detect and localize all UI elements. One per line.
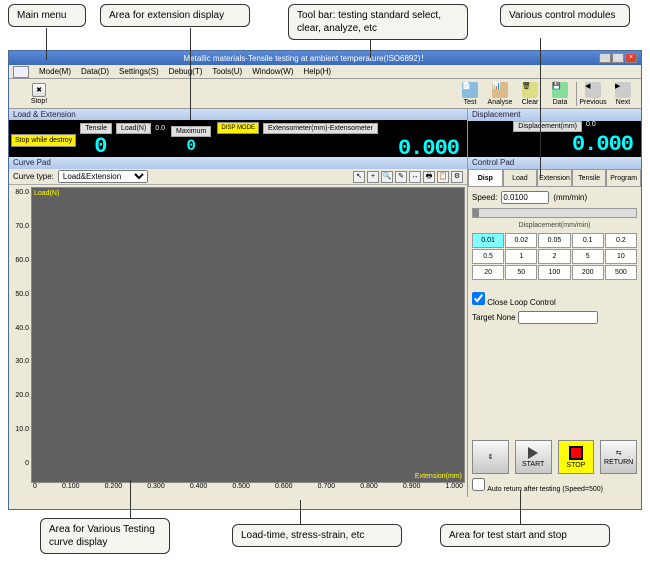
stop-button[interactable]: ✖ Stop! [9,79,69,108]
menu-settings[interactable]: Settings(S) [119,67,159,76]
speed-cell[interactable]: 20 [472,265,504,280]
edit-icon[interactable]: ✎ [395,171,407,183]
updown-icon: ⇕ [487,453,493,461]
window-close-button[interactable]: × [625,53,637,63]
tab-disp[interactable]: Disp [468,169,503,186]
return-button[interactable]: ⇆RETURN [600,440,637,474]
curve-type-select[interactable]: Load&Extension [58,170,148,183]
section-load-extension-title: Load & Extension [9,109,467,120]
plot-y-axis: 80.070.060.050.040.030.020.010.00 [9,185,31,483]
stop-destroy-chip: Stop while destroy [11,134,76,147]
control-pad: Control Pad Disp Load Extension Tensile … [467,157,641,497]
section-control-title: Control Pad [468,157,641,169]
copy-icon[interactable]: 📋 [437,171,449,183]
speed-cell[interactable]: 200 [572,265,604,280]
toolbar-data-button[interactable]: 💾Data [546,82,574,106]
menu-help[interactable]: Help(H) [304,67,332,76]
toolbar-row: ✖ Stop! 📄Test 📊Analyse 🗑Clear 💾Data ◀Pre… [9,79,641,109]
callout-main-menu: Main menu [8,4,86,27]
speed-grid: 0.01 0.02 0.05 0.1 0.2 0.5 1 2 5 10 20 5… [472,233,637,280]
load-extension-display: Stop while destroy TensileLoad(N)0.0 0 M… [9,120,467,161]
menu-tools[interactable]: Tools(U) [212,67,242,76]
control-tabs: Disp Load Extension Tensile Program [468,169,641,187]
target-input[interactable] [518,311,598,324]
dashboard-strip: Load & Extension Stop while destroy Tens… [9,109,641,157]
toolbar-test-button[interactable]: 📄Test [456,82,484,106]
speed-cell[interactable]: 0.02 [505,233,537,248]
callout-load-time: Load-time, stress-strain, etc [232,524,402,547]
start-button[interactable]: START [515,440,552,474]
stop-icon [569,446,583,460]
auto-return-checkbox[interactable]: Auto return after testing (Speed=500) [472,484,603,493]
callout-start-stop: Area for test start and stop [440,524,610,547]
toolbar-next-button[interactable]: ▶Next [609,82,637,106]
section-curve-title: Curve Pad [9,157,467,169]
callout-toolbar: Tool bar: testing standard select, clear… [288,4,468,40]
section-displacement-title: Displacement [468,109,641,121]
speed-cell[interactable]: 2 [538,249,570,264]
play-icon [528,447,538,459]
speed-cell[interactable]: 0.1 [572,233,604,248]
menu-debug[interactable]: Debug(T) [169,67,203,76]
menu-data[interactable]: Data(D) [81,67,109,76]
window-maximize-button[interactable]: □ [612,53,624,63]
updown-button[interactable]: ⇕ [472,440,509,474]
cursor-icon[interactable]: ↖ [353,171,365,183]
speed-cell[interactable]: 1 [505,249,537,264]
window-title: Metallic materials-Tensile testing at am… [13,53,599,64]
load-value: 0 [78,134,122,159]
return-icon: ⇆ [616,449,622,457]
tab-load[interactable]: Load [503,169,538,186]
main-area: Curve Pad Curve type: Load&Extension ↖ +… [9,157,641,497]
speed-cell[interactable]: 5 [572,249,604,264]
toolbar: 📄Test 📊Analyse 🗑Clear 💾Data ◀Previous ▶N… [456,79,641,108]
speed-cell[interactable]: 100 [538,265,570,280]
menubar: Mode(M) Data(D) Settings(S) Debug(T) Too… [9,65,641,79]
close-loop-checkbox[interactable]: Close Loop Control [472,298,556,307]
titlebar: Metallic materials-Tensile testing at am… [9,51,641,65]
menu-mode[interactable]: Mode(M) [39,67,71,76]
speed-cell[interactable]: 0.5 [472,249,504,264]
zoom-icon[interactable]: 🔍 [381,171,393,183]
pan-icon[interactable]: ↔ [409,171,421,183]
curve-tool-icons: ↖ + 🔍 ✎ ↔ 🖶 📋 ⚙ [353,171,463,183]
stop-icon: ✖ [32,83,46,97]
stop-test-button[interactable]: STOP [558,440,595,474]
plot-x-axis: 00.1000.2000.3000.4000.5000.6000.7000.80… [9,483,467,497]
speed-cell[interactable]: 0.01 [472,233,504,248]
window-minimize-button[interactable]: _ [599,53,611,63]
print-icon[interactable]: 🖶 [423,171,435,183]
tab-tensile[interactable]: Tensile [572,169,607,186]
speed-cell[interactable]: 10 [605,249,637,264]
settings-icon[interactable]: ⚙ [451,171,463,183]
speed-cell[interactable]: 50 [505,265,537,280]
tab-extension[interactable]: Extension [537,169,572,186]
callout-extension-area: Area for extension display [100,4,250,27]
displacement-value: 0.000 [468,132,641,157]
menu-window[interactable]: Window(W) [252,67,293,76]
plus-icon[interactable]: + [367,171,379,183]
speed-input[interactable] [501,191,549,204]
app-icon [13,66,29,78]
curve-header: Curve type: Load&Extension ↖ + 🔍 ✎ ↔ 🖶 📋… [9,169,467,185]
toolbar-previous-button[interactable]: ◀Previous [579,82,607,106]
speed-cell[interactable]: 0.05 [538,233,570,248]
curve-plot[interactable]: Load(N) Extension(mm) [31,187,465,483]
tab-program[interactable]: Program [606,169,641,186]
toolbar-analyse-button[interactable]: 📊Analyse [486,82,514,106]
callout-curve-area: Area for Various Testing curve display [40,518,170,554]
app-window: Metallic materials-Tensile testing at am… [8,50,642,510]
speed-cell[interactable]: 0.2 [605,233,637,248]
speed-slider[interactable] [472,208,637,218]
callout-modules: Various control modules [500,4,630,27]
speed-cell[interactable]: 500 [605,265,637,280]
